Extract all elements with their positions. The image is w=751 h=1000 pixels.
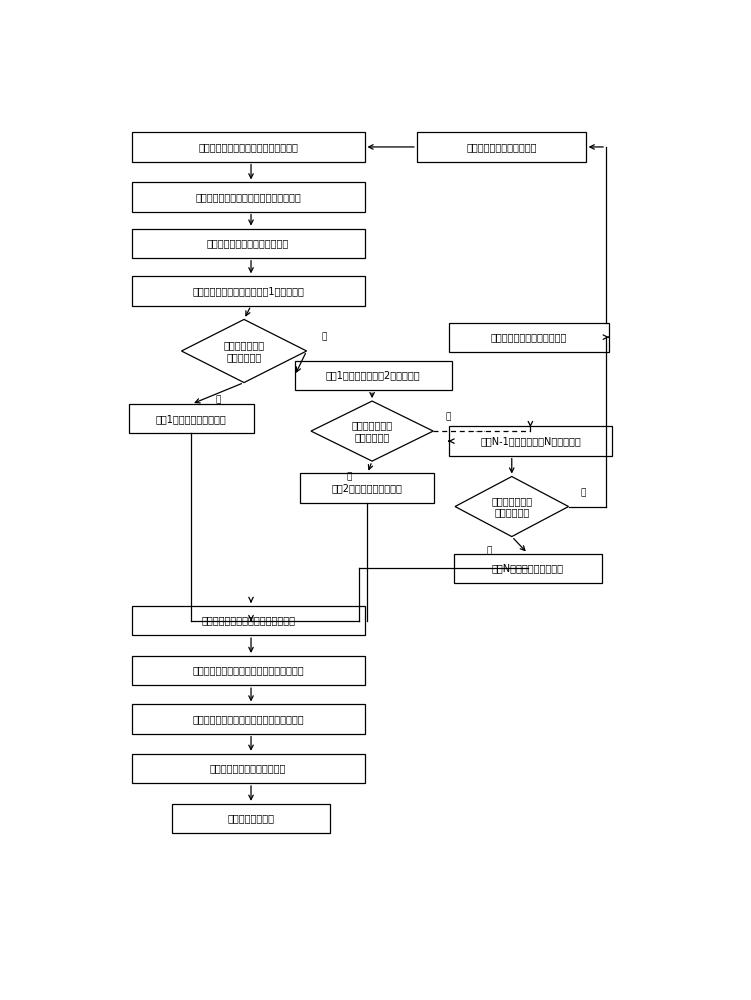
FancyBboxPatch shape bbox=[129, 404, 254, 433]
FancyBboxPatch shape bbox=[131, 276, 364, 306]
Text: 否: 否 bbox=[581, 488, 586, 497]
FancyBboxPatch shape bbox=[449, 323, 609, 352]
FancyBboxPatch shape bbox=[131, 182, 364, 212]
Text: 关闭N-1号加热片，对N号芯片加热: 关闭N-1号加热片，对N号芯片加热 bbox=[480, 436, 581, 446]
Text: 是: 是 bbox=[487, 546, 493, 555]
Text: 故障芯片不在疑似芯片范围内: 故障芯片不在疑似芯片范围内 bbox=[490, 332, 567, 342]
FancyBboxPatch shape bbox=[131, 656, 364, 685]
FancyBboxPatch shape bbox=[131, 606, 364, 635]
Text: 重新划定疑似故障芯片范围: 重新划定疑似故障芯片范围 bbox=[466, 142, 536, 152]
FancyBboxPatch shape bbox=[131, 229, 364, 258]
Polygon shape bbox=[455, 477, 569, 537]
Text: 加热指定时间后
故障是否消失: 加热指定时间后 故障是否消失 bbox=[351, 420, 393, 442]
Polygon shape bbox=[182, 319, 306, 383]
Text: 是: 是 bbox=[215, 395, 221, 404]
Text: 对高低温箱进行升温，达到指定温度后保持: 对高低温箱进行升温，达到指定温度后保持 bbox=[192, 714, 304, 724]
FancyBboxPatch shape bbox=[449, 426, 612, 456]
Text: 对判定的故障芯片再次使用加热片加热验证: 对判定的故障芯片再次使用加热片加热验证 bbox=[192, 666, 304, 676]
Text: 结束低温排故流程: 结束低温排故流程 bbox=[228, 813, 275, 823]
Text: 将故障板放入高低温箱，并进行电气连接: 将故障板放入高低温箱，并进行电气连接 bbox=[195, 192, 301, 202]
Text: 关闭高低温箱，解除电气连接: 关闭高低温箱，解除电气连接 bbox=[210, 763, 286, 773]
Text: 开启高低温箱，并降到指定温度: 开启高低温箱，并降到指定温度 bbox=[207, 238, 289, 248]
FancyBboxPatch shape bbox=[131, 704, 364, 734]
Text: 打开直流电源，调整参数，对1号芯片加热: 打开直流电源，调整参数，对1号芯片加热 bbox=[192, 286, 304, 296]
Text: 否: 否 bbox=[321, 333, 327, 342]
Text: ......: ...... bbox=[469, 425, 487, 434]
FancyBboxPatch shape bbox=[131, 754, 364, 783]
Text: 对故障芯片停止加热并冷置指定时间: 对故障芯片停止加热并冷置指定时间 bbox=[201, 615, 295, 626]
FancyBboxPatch shape bbox=[454, 554, 602, 583]
Text: 加热指定时间后
故障是否消失: 加热指定时间后 故障是否消失 bbox=[224, 340, 264, 362]
FancyBboxPatch shape bbox=[300, 473, 434, 503]
FancyBboxPatch shape bbox=[294, 361, 452, 390]
Text: 加热指定时间后
故障是否消失: 加热指定时间后 故障是否消失 bbox=[491, 496, 532, 517]
FancyBboxPatch shape bbox=[417, 132, 586, 162]
Text: 关闭1号加热片，并对2号芯片加热: 关闭1号加热片，并对2号芯片加热 bbox=[326, 371, 421, 381]
FancyBboxPatch shape bbox=[173, 804, 330, 833]
FancyBboxPatch shape bbox=[131, 132, 364, 162]
Text: 判定N号芯片低温下有故障: 判定N号芯片低温下有故障 bbox=[492, 563, 564, 573]
Text: 是: 是 bbox=[346, 472, 351, 481]
Text: 判定1号芯片低温下有故障: 判定1号芯片低温下有故障 bbox=[156, 414, 227, 424]
Text: 判定2号芯片低温下有故障: 判定2号芯片低温下有故障 bbox=[332, 483, 403, 493]
Text: 对疑似故障芯片贴加热片，并进行编号: 对疑似故障芯片贴加热片，并进行编号 bbox=[198, 142, 298, 152]
Polygon shape bbox=[311, 401, 433, 461]
Text: 否: 否 bbox=[445, 413, 451, 422]
